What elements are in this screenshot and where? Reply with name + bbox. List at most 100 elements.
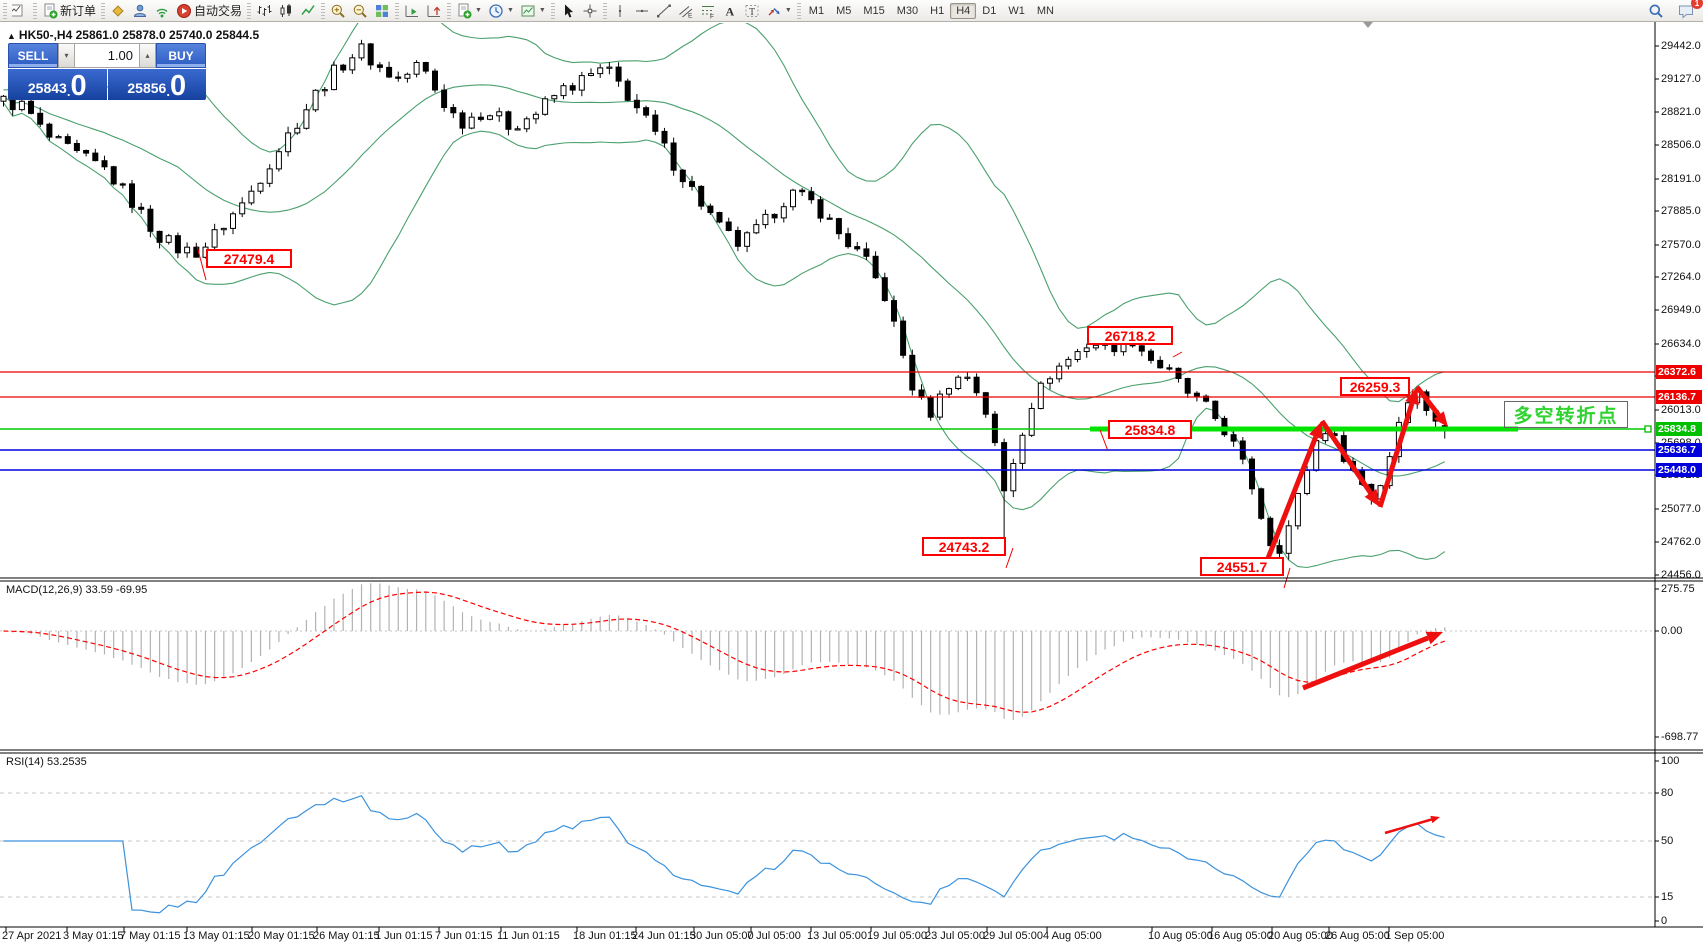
price-axis-label: 26013.0 <box>1661 404 1701 416</box>
trend-arrow[interactable] <box>1319 419 1380 507</box>
notification-badge: 1 <box>1691 0 1703 9</box>
bar-chart-icon[interactable] <box>253 0 275 21</box>
volume-decrease-button[interactable]: ▾ <box>58 43 75 68</box>
volume-input[interactable] <box>75 43 139 68</box>
toolbar-grip <box>550 2 555 19</box>
chart-area[interactable]: ▲ HK50-,H4 25861.0 25878.0 25740.0 25844.… <box>0 22 1703 942</box>
time-axis-label: 11 Jun 01:15 <box>497 930 560 942</box>
price-annotation[interactable]: 27479.4 <box>206 249 292 268</box>
autotrading-button[interactable]: 自动交易 <box>173 0 245 21</box>
chart-shift-icon[interactable] <box>423 0 445 21</box>
trend-arrow[interactable] <box>1302 631 1443 691</box>
time-axis-label: 24 Jun 01:15 <box>632 930 696 942</box>
auto-scroll-icon[interactable] <box>401 0 423 21</box>
price-annotation[interactable]: 24743.2 <box>922 537 1006 556</box>
chart-window-icon[interactable] <box>9 0 31 21</box>
cursor-icon[interactable] <box>557 0 579 21</box>
trendline-icon[interactable] <box>653 0 675 21</box>
chart-title-text: HK50-,H4 25861.0 25878.0 25740.0 25844.5 <box>18 28 260 42</box>
price-axis-label: 27885.0 <box>1661 205 1701 217</box>
time-axis-label: 23 Jul 05:00 <box>925 930 985 942</box>
price-annotation[interactable]: 25834.8 <box>1108 420 1192 439</box>
toolbar-grip <box>796 2 801 19</box>
time-axis-label: 26 Aug 05:00 <box>1325 930 1390 942</box>
timeframe-button-mn[interactable]: MN <box>1036 4 1054 17</box>
text-icon[interactable]: A <box>719 0 741 21</box>
arrows-dropdown[interactable]: ▼ <box>763 0 795 21</box>
rsi-line <box>3 794 1445 914</box>
search-icon[interactable] <box>1645 0 1667 21</box>
community-icon[interactable] <box>129 0 151 21</box>
trend-arrow[interactable] <box>1384 815 1440 835</box>
text-label-icon[interactable]: T <box>741 0 763 21</box>
timeframe-button-m5[interactable]: M5 <box>836 4 852 17</box>
zoom-in-icon[interactable] <box>327 0 349 21</box>
trend-arrow[interactable] <box>1377 387 1419 508</box>
dropdown-caret-icon: ▼ <box>538 7 546 14</box>
macd-signal-line <box>3 591 1446 713</box>
price-annotation[interactable]: 26259.3 <box>1340 377 1410 396</box>
toolbar-grip <box>33 2 37 19</box>
periods-dropdown[interactable]: ▼ <box>485 0 517 21</box>
trend-arrow[interactable] <box>1415 385 1448 427</box>
toolbar-grip <box>321 2 326 19</box>
crosshair-icon[interactable] <box>579 0 601 21</box>
tile-windows-icon[interactable] <box>371 0 393 21</box>
turning-point-line[interactable] <box>1090 426 1518 432</box>
toolbar-grip <box>3 2 7 19</box>
signals-icon[interactable] <box>151 0 173 21</box>
time-axis-label: 30 Jun 05:00 <box>690 930 754 942</box>
price-annotation[interactable]: 26718.2 <box>1087 326 1173 345</box>
window-splitter-handle[interactable] <box>1363 22 1373 28</box>
fibonacci-icon[interactable]: F <box>697 0 719 21</box>
timeframe-button-w1[interactable]: W1 <box>1008 4 1025 17</box>
svg-text:T: T <box>749 7 755 18</box>
svg-text:F: F <box>710 13 714 19</box>
horizontal-line-icon[interactable] <box>631 0 653 21</box>
price-axis-label: 26634.0 <box>1661 338 1701 350</box>
chat-icon[interactable]: 1 <box>1675 0 1703 21</box>
candlestick-chart-icon[interactable] <box>275 0 297 21</box>
metaquotes-icon[interactable] <box>107 0 129 21</box>
timeframe-button-m1[interactable]: M1 <box>808 4 825 17</box>
timeframe-button-m30[interactable]: M30 <box>896 4 919 17</box>
sell-button[interactable]: SELL <box>8 43 58 68</box>
toolbar-grip <box>447 2 452 19</box>
trend-arrow[interactable] <box>1260 421 1323 572</box>
line-chart-icon[interactable] <box>297 0 319 21</box>
line-handle[interactable] <box>1644 425 1652 433</box>
price-axis-label: 28821.0 <box>1661 106 1701 118</box>
channel-icon[interactable]: E <box>675 0 697 21</box>
price-axis-label: 24456.0 <box>1661 569 1701 581</box>
time-axis-label: 19 Jul 05:00 <box>867 930 927 942</box>
rsi-level-label: 80 <box>1661 787 1674 799</box>
toolbar-grip <box>101 2 106 19</box>
new-chart-dropdown[interactable]: ▼ <box>453 0 485 21</box>
timeframe-button-m15[interactable]: M15 <box>863 4 885 17</box>
zoom-out-icon[interactable] <box>349 0 371 21</box>
macd-level-label: -698.77 <box>1661 731 1699 743</box>
time-axis-label: 1 Sep 05:00 <box>1385 930 1445 942</box>
new-order-button[interactable]: 新订单 <box>39 0 99 21</box>
price-axis-label: 28191.0 <box>1661 173 1701 185</box>
vertical-line-icon[interactable] <box>609 0 631 21</box>
toolbar-grip <box>602 2 607 19</box>
sell-price-frac: 0 <box>70 70 87 102</box>
buy-button[interactable]: BUY <box>156 43 206 68</box>
timeframe-button-d1[interactable]: D1 <box>982 4 997 17</box>
price-chart-canvas[interactable] <box>0 22 1703 942</box>
price-annotation[interactable]: 24551.7 <box>1200 557 1284 576</box>
sell-price[interactable]: 25843. 0 <box>8 69 107 102</box>
volume-increase-button[interactable]: ▴ <box>139 43 156 68</box>
new-order-button-label: 新订单 <box>60 4 97 18</box>
price-axis-label: 28506.0 <box>1661 139 1701 151</box>
sell-price-dot: . <box>66 84 71 99</box>
price-axis-label: 27570.0 <box>1661 239 1701 251</box>
time-axis-label: 27 Apr 2021 <box>2 930 62 942</box>
timeframe-button-h4[interactable]: H4 <box>950 2 977 19</box>
dropdown-caret-icon: ▼ <box>475 7 482 14</box>
templates-dropdown[interactable]: ▼ <box>517 0 549 21</box>
buy-price[interactable]: 25856. 0 <box>107 69 206 101</box>
timeframe-button-h1[interactable]: H1 <box>930 4 945 17</box>
